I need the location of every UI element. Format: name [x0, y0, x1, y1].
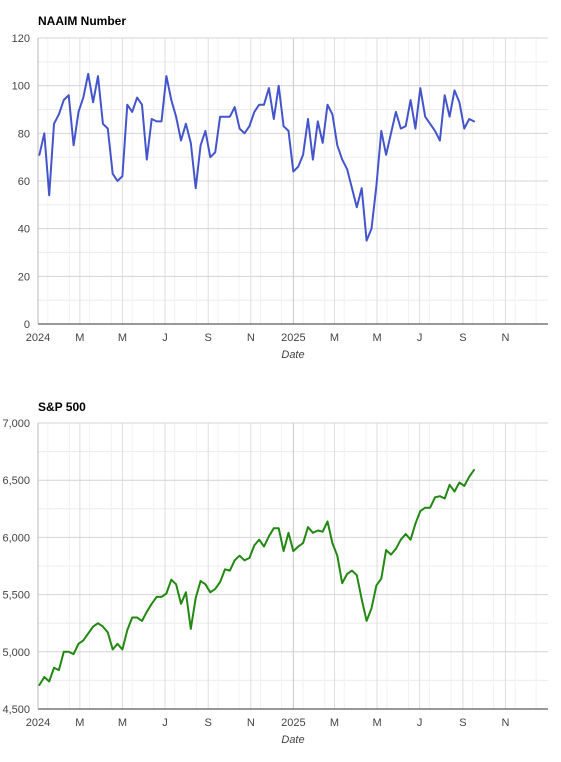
chart-title-naaim: NAAIM Number [38, 14, 127, 28]
chart-title-sp500: S&P 500 [38, 400, 86, 414]
x-tick-label: N [501, 717, 509, 729]
y-tick-label: 7,000 [2, 418, 30, 430]
x-tick-label: S [205, 717, 212, 729]
y-tick-label: 6,500 [2, 475, 30, 487]
x-tick-label: M [330, 717, 339, 729]
y-tick-label: 20 [18, 271, 30, 283]
sp500-panel: S&P 500 4,500 5,000 5,500 6,000 6,500 7,000 20… [0, 390, 561, 762]
x-tick-label: M [75, 717, 84, 729]
x-tick-label: J [162, 717, 168, 729]
x-tick-label: J [162, 332, 168, 344]
x-tick-label: N [501, 332, 509, 344]
y-tick-label: 60 [18, 176, 30, 188]
x-tick-label: M [75, 332, 84, 344]
series-line [38, 468, 475, 686]
x-tick-label: 2025 [281, 717, 305, 729]
y-tick-label: 0 [24, 319, 30, 331]
y-tick-label: 5,000 [2, 647, 30, 659]
x-tick-label: S [459, 332, 466, 344]
x-tick-label: J [417, 332, 423, 344]
y-tick-label: 120 [12, 33, 30, 45]
naaim-panel: NAAIM Number 0 20 40 60 80 100 120 2024 M M J S N 202… [0, 0, 561, 380]
sp500-chart: 4,500 5,000 5,500 6,000 6,500 7,000 2024 M M J S N 2… [2, 418, 548, 746]
y-tick-label: 100 [12, 81, 30, 93]
x-tick-label: J [417, 717, 423, 729]
x-axis-label: Date [281, 734, 304, 746]
x-tick-label: S [459, 717, 466, 729]
series-line [38, 72, 475, 242]
x-tick-label: M [118, 332, 127, 344]
y-tick-label: 5,500 [2, 590, 30, 602]
y-tick-label: 4,500 [2, 704, 30, 716]
x-tick-label: 2024 [26, 717, 50, 729]
x-tick-label: N [247, 717, 255, 729]
x-tick-label: M [372, 332, 381, 344]
y-tick-label: 6,000 [2, 532, 30, 544]
x-tick-label: M [372, 717, 381, 729]
x-tick-label: 2025 [281, 332, 305, 344]
x-tick-label: M [118, 717, 127, 729]
naaim-chart: 0 20 40 60 80 100 120 2024 M M J S N 2025 M M J S N Date [12, 33, 548, 361]
x-tick-label: N [247, 332, 255, 344]
x-axis-label: Date [281, 349, 304, 361]
y-tick-label: 80 [18, 128, 30, 140]
y-tick-label: 40 [18, 224, 30, 236]
x-tick-label: M [330, 332, 339, 344]
x-tick-label: 2024 [26, 332, 50, 344]
x-tick-label: S [205, 332, 212, 344]
